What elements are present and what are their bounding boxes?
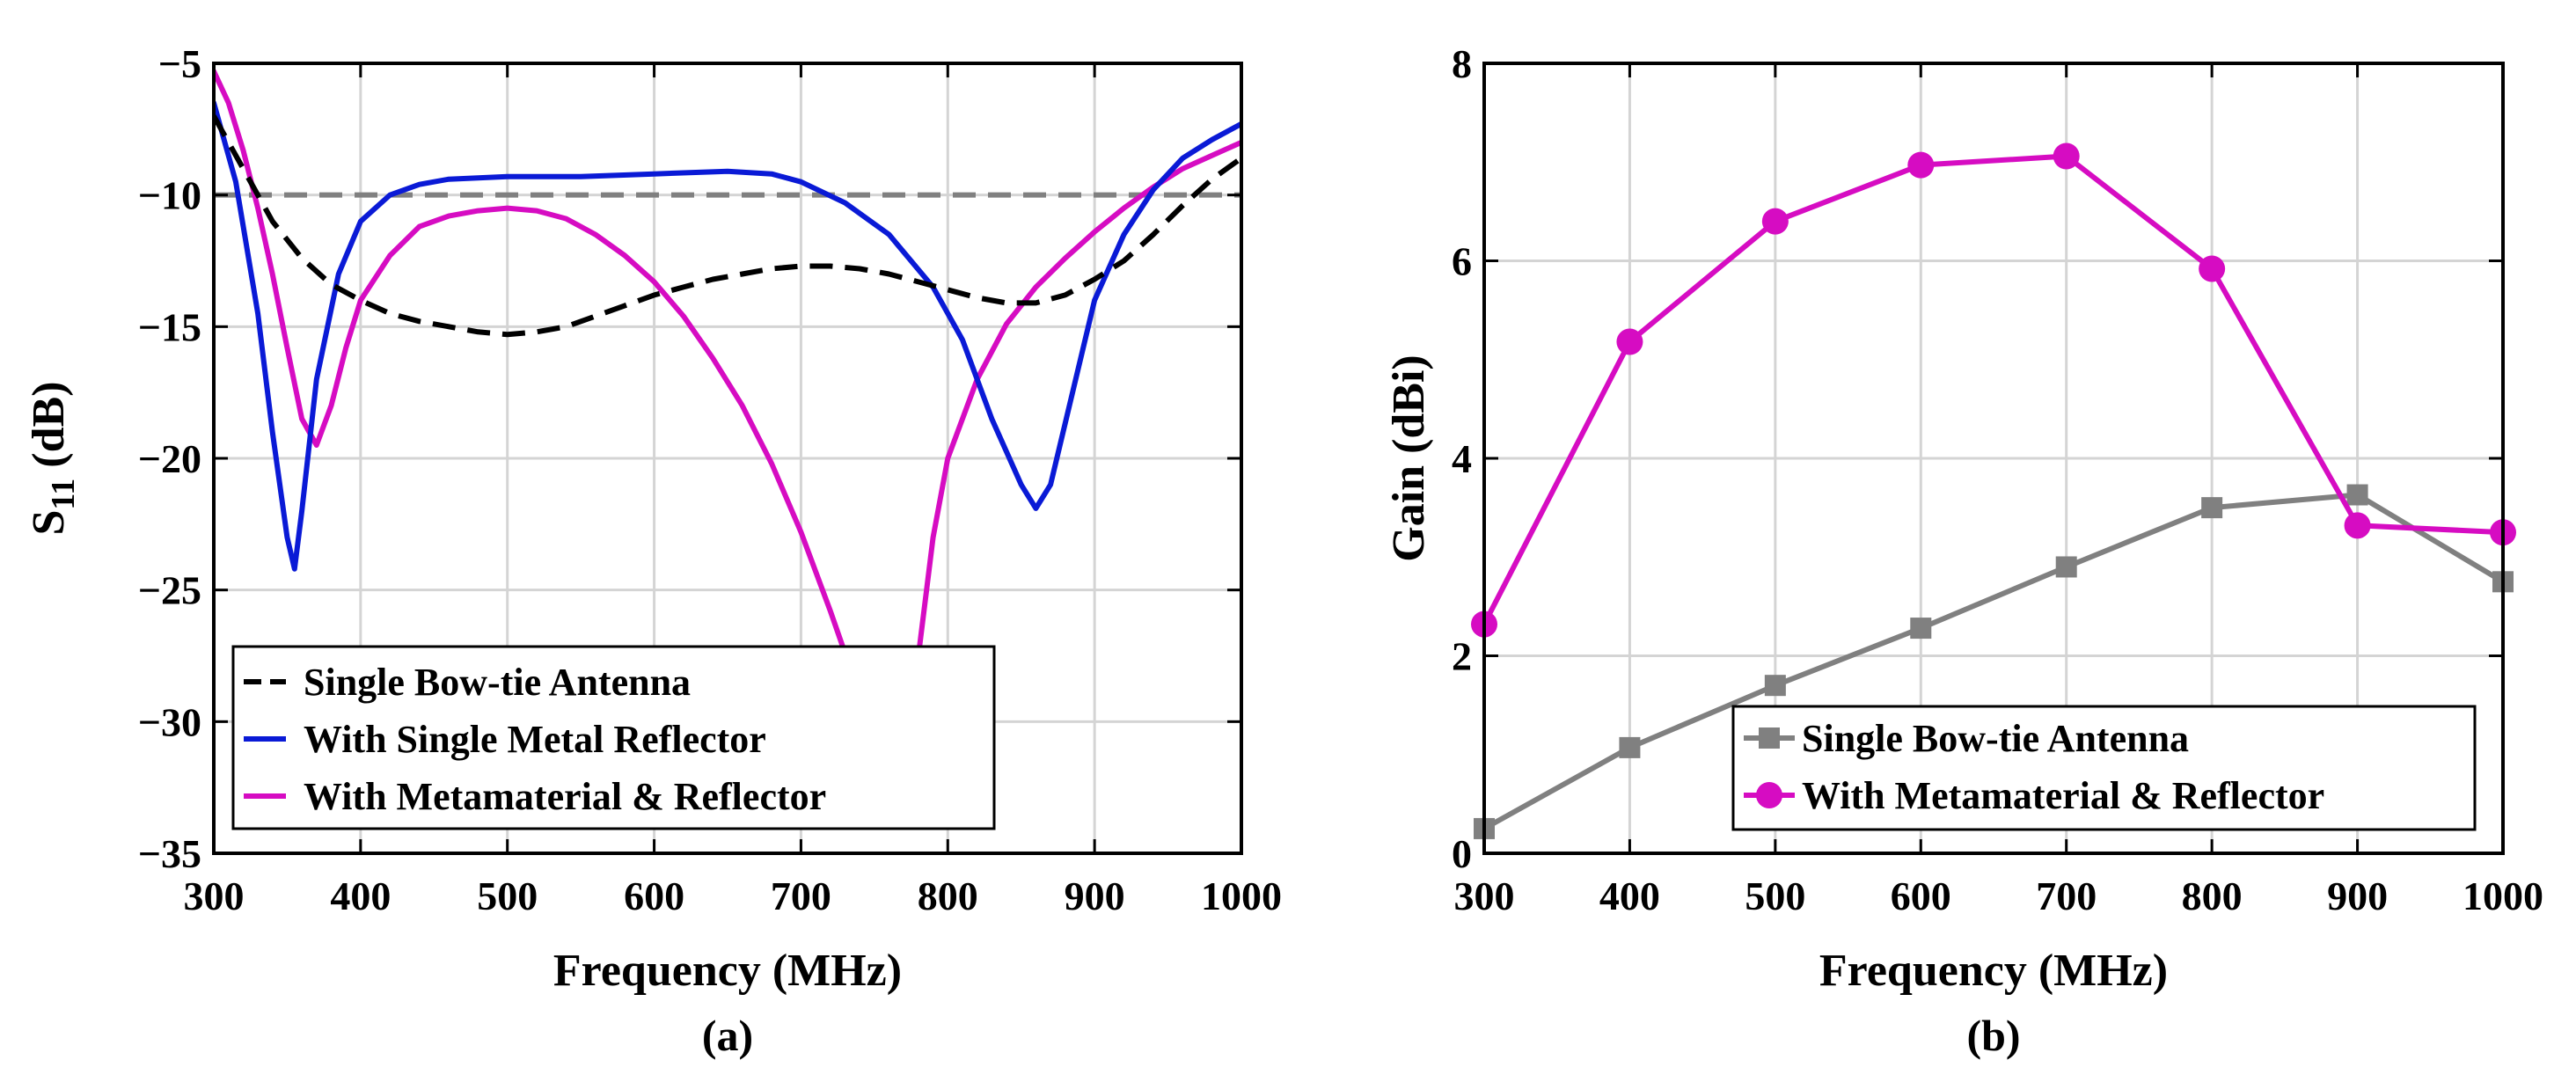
b-y-tick-label: 0 [1452, 831, 1472, 876]
panel-a-legend-label-metamaterial: With Metamaterial & Reflector [304, 775, 826, 818]
panel-a-legend-label-metal-reflector: With Single Metal Reflector [304, 718, 766, 761]
a-x-tick-label: 500 [477, 874, 538, 918]
panel-a-x-axis-label: Frequency (MHz) [553, 946, 902, 996]
panel-b-legend: Single Bow-tie Antenna With Metamaterial… [1731, 705, 2477, 831]
panel-b-y-axis-label: Gain (dBi) [1384, 355, 1434, 562]
panel-b-x-axis-label: Frequency (MHz) [1819, 946, 2168, 996]
panel-a-y-label-subscript: 11 [45, 479, 82, 510]
panel-a-series-metal-reflector [214, 99, 1241, 572]
panel-b-legend-marker-circle [1756, 782, 1782, 808]
panel-a-ticks: 300 400 500 600 700 800 900 1000 −35 −30 −25 −20 −15… [138, 41, 1282, 918]
panel-b-point-bowtie [2201, 497, 2223, 519]
panel-a-caption: (a) [702, 1011, 753, 1060]
b-x-tick-label: 1000 [2463, 874, 2543, 918]
b-x-tick-label: 300 [1454, 874, 1515, 918]
a-x-tick-label: 900 [1065, 874, 1125, 918]
b-x-tick-label: 400 [1599, 874, 1660, 918]
panel-b-legend-label-bowtie: Single Bow-tie Antenna [1802, 717, 2189, 760]
panel-a-series-metamaterial [214, 69, 1241, 778]
panel-a-legend-box [231, 645, 996, 830]
panel-b-legend-box [1731, 705, 2477, 831]
b-y-tick-label: 4 [1452, 436, 1472, 481]
panel-b-series-bowtie [1482, 492, 2505, 831]
b-x-tick-label: 700 [2036, 874, 2097, 918]
a-x-tick-label: 400 [330, 874, 391, 918]
a-x-tick-label: 800 [918, 874, 978, 918]
panel-b-point-bowtie [2346, 484, 2368, 506]
a-x-tick-label: 1000 [1201, 874, 1282, 918]
a-x-tick-label: 300 [184, 874, 245, 918]
panel-a-y-axis-label: S11 (dB) [24, 381, 82, 535]
panel-b-point-bowtie [1764, 675, 1786, 697]
panel-b-point-metamaterial [1616, 328, 1643, 355]
b-x-tick-label: 600 [1891, 874, 1951, 918]
panel-a-s11-chart: 300 400 500 600 700 800 900 1000 −35 −30 −25 −20 −15… [24, 41, 1282, 1060]
panel-b-point-bowtie [1910, 618, 1932, 640]
panel-b-legend-label-metamaterial: With Metamaterial & Reflector [1802, 774, 2324, 817]
panel-b-gain-chart: 300 400 500 600 700 800 900 1000 0 2 4 6 8 Frequency… [1384, 41, 2543, 1060]
a-x-tick-label: 700 [771, 874, 831, 918]
a-y-tick-label: −30 [138, 699, 201, 744]
b-y-tick-label: 6 [1452, 239, 1472, 284]
panel-a-legend: Single Bow-tie Antenna With Single Metal… [231, 645, 996, 830]
panel-b-point-metamaterial [2053, 143, 2080, 170]
panel-b-series-metamaterial [1482, 153, 2504, 625]
panel-a-legend-label-bowtie: Single Bow-tie Antenna [304, 661, 691, 704]
a-y-tick-label: −5 [158, 41, 201, 86]
a-y-tick-label: −20 [138, 436, 201, 481]
panel-b-legend-marker-square [1759, 727, 1780, 749]
panel-b-point-metamaterial [1907, 151, 1935, 179]
panel-b-caption: (b) [1966, 1011, 2020, 1060]
a-y-tick-label: −35 [138, 831, 201, 876]
panel-a-series-group [214, 69, 1241, 778]
panel-b-point-bowtie [1619, 736, 1641, 758]
b-y-tick-label: 2 [1452, 634, 1472, 679]
panel-b-point-metamaterial [1761, 208, 1789, 235]
panel-b-series-group [1471, 143, 2516, 839]
panel-a-y-label-main: S [24, 510, 74, 536]
panel-b-point-metamaterial [2344, 512, 2371, 539]
a-y-tick-label: −15 [138, 304, 201, 349]
panel-b-point-metamaterial [2199, 255, 2226, 282]
a-x-tick-label: 600 [624, 874, 684, 918]
b-y-tick-label: 8 [1452, 41, 1472, 86]
panel-a-y-label-unit: (dB) [24, 381, 74, 467]
a-y-tick-label: −25 [138, 568, 201, 613]
b-x-tick-label: 500 [1745, 874, 1805, 918]
b-x-tick-label: 800 [2182, 874, 2243, 918]
panel-b-ticks: 300 400 500 600 700 800 900 1000 0 2 4 6 8 [1452, 41, 2543, 918]
panel-a-series-bowtie [214, 114, 1241, 338]
panel-b-point-bowtie [2055, 556, 2077, 578]
b-x-tick-label: 900 [2327, 874, 2388, 918]
a-y-tick-label: −10 [138, 173, 201, 218]
